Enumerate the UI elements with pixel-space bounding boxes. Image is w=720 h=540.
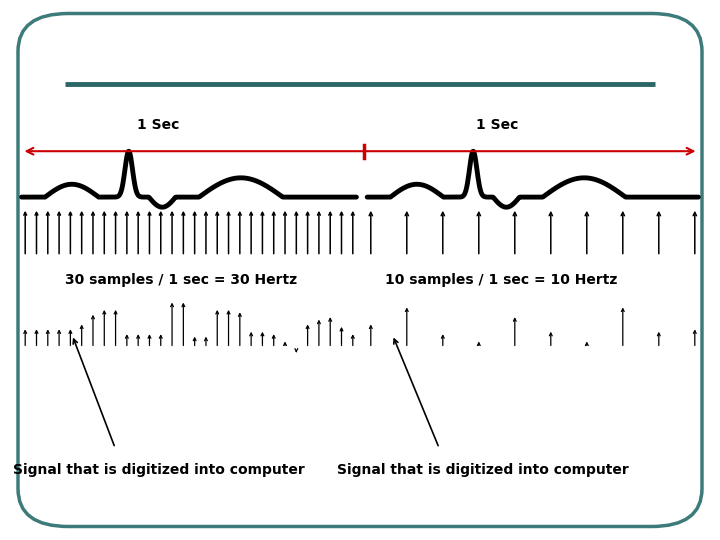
FancyBboxPatch shape <box>18 14 702 526</box>
Text: Signal that is digitized into computer: Signal that is digitized into computer <box>336 463 629 477</box>
Text: Signal that is digitized into computer: Signal that is digitized into computer <box>12 463 305 477</box>
Text: 1 Sec: 1 Sec <box>138 118 179 132</box>
Text: 10 samples / 1 sec = 10 Hertz: 10 samples / 1 sec = 10 Hertz <box>385 273 618 287</box>
Text: 30 samples / 1 sec = 30 Hertz: 30 samples / 1 sec = 30 Hertz <box>65 273 297 287</box>
Text: 1 Sec: 1 Sec <box>476 118 518 132</box>
